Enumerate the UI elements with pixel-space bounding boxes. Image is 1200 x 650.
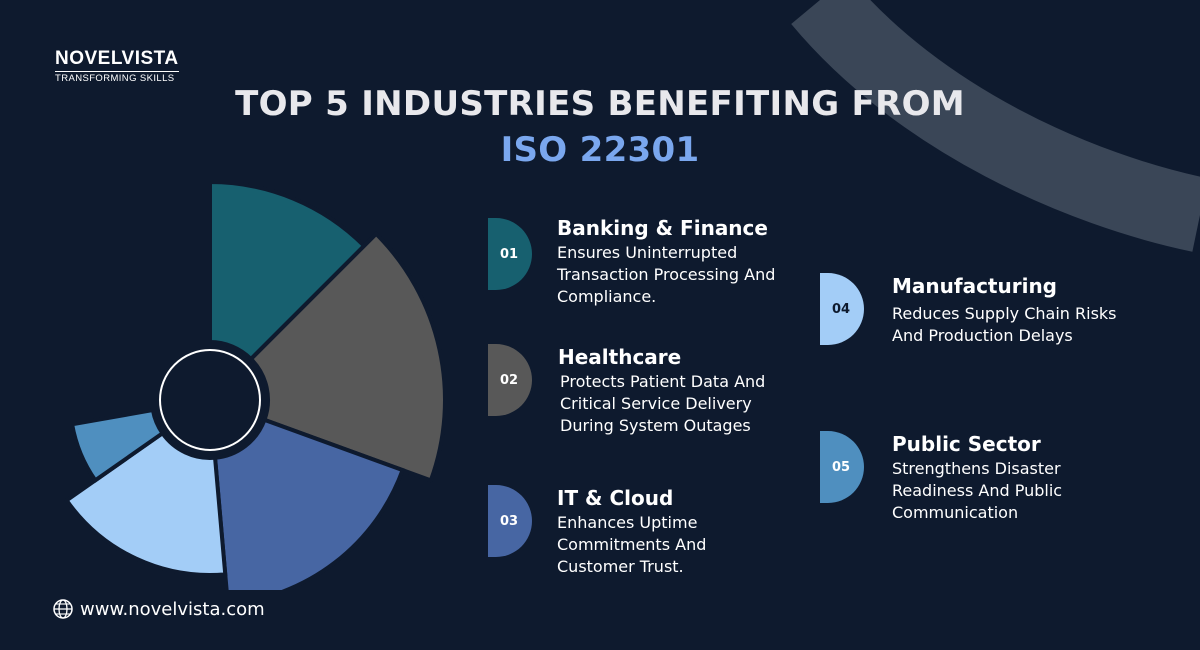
brand-name: NOVELVISTA xyxy=(55,48,179,69)
industry-title-public-sector: Public Sector xyxy=(892,432,1041,456)
segment-manufacturing xyxy=(63,430,228,577)
industry-title-it-cloud: IT & Cloud xyxy=(557,486,674,510)
segment-public-sector xyxy=(69,407,166,484)
industry-number: 01 xyxy=(499,246,519,262)
page-subtitle: ISO 22301 xyxy=(500,130,700,170)
brand-logo: NOVELVISTA TRANSFORMING SKILLS xyxy=(55,48,179,84)
industry-desc-banking: Ensures Uninterrupted Transaction Proces… xyxy=(557,243,776,306)
brand-tagline: TRANSFORMING SKILLS xyxy=(55,71,179,84)
industry-number: 04 xyxy=(831,301,851,317)
segment-healthcare xyxy=(248,231,447,483)
industry-number: 05 xyxy=(831,459,851,475)
page-title: TOP 5 INDUSTRIES BENEFITING FROM xyxy=(235,84,965,124)
industry-wheel xyxy=(63,179,447,590)
industry-desc-healthcare: Protects Patient Data And Critical Servi… xyxy=(560,372,766,435)
segment-banking xyxy=(208,179,367,362)
globe-icon xyxy=(53,599,73,619)
industry-number: 02 xyxy=(499,372,519,388)
footer: www.novelvista.com xyxy=(52,598,265,620)
footer-url[interactable]: www.novelvista.com xyxy=(80,598,265,620)
industry-number: 03 xyxy=(499,513,519,529)
industry-title-manufacturing: Manufacturing xyxy=(892,274,1057,298)
wheel-center-ring xyxy=(159,349,261,451)
segment-it-cloud xyxy=(212,417,406,590)
industry-title-banking: Banking & Finance xyxy=(557,216,768,240)
industry-desc-public-sector: Strengthens Disaster Readiness And Publi… xyxy=(892,459,1063,522)
industry-desc-it-cloud: Enhances Uptime Commitments And Customer… xyxy=(557,513,707,576)
industry-title-healthcare: Healthcare xyxy=(558,345,682,369)
industry-desc-manufacturing: Reduces Supply Chain Risks And Productio… xyxy=(892,304,1117,345)
